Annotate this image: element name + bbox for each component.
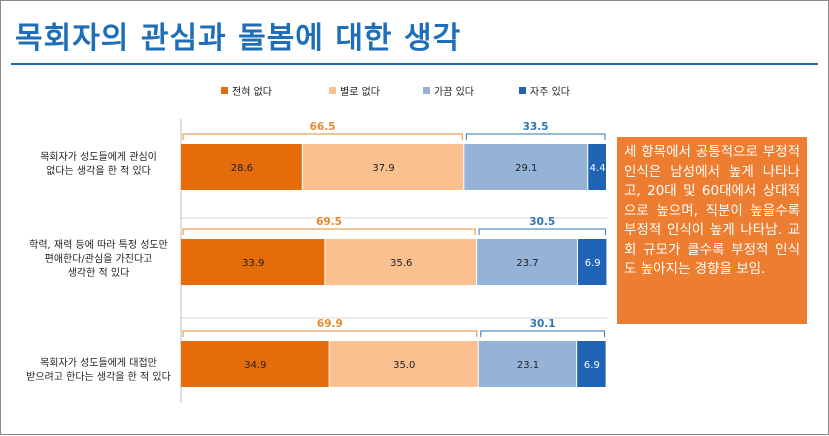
category-label-3: 목회자가 성도들에게 대접만 받으려고 한다는 생각을 한 적 있다 [21, 357, 176, 385]
legend-swatch-never [221, 87, 228, 94]
bar-segment [325, 239, 477, 285]
category-label-1: 목회자가 성도들에게 관심이 없다는 생각을 한 적 있다 [21, 151, 176, 179]
bar-segment [588, 144, 606, 190]
negative-bracket [182, 228, 476, 235]
negative-bracket [182, 133, 463, 140]
bar-segment [181, 239, 325, 285]
bar-value-label: 29.1 [515, 163, 537, 174]
positive-total-label: 30.1 [530, 318, 556, 330]
category-label-line: 없다는 생각을 한 적 있다 [46, 166, 151, 177]
legend-label-sometimes: 가끔 있다 [434, 87, 474, 98]
page-title: 목회자의 관심과 돌봄에 대한 생각 [15, 21, 462, 56]
bar-value-label: 23.7 [516, 258, 538, 269]
bar-segment [477, 239, 578, 285]
bar-segment [464, 144, 588, 190]
category-label-line: 목회자가 성도들에게 관심이 [40, 152, 157, 163]
bar-segment [478, 341, 577, 387]
category-label-line: 학력, 재력 등에 따라 특정 성도만 [29, 240, 168, 251]
positive-total-label: 33.5 [523, 121, 549, 133]
legend-item-never: 전혀 없다 [221, 83, 272, 98]
legend-swatch-sometimes [423, 87, 430, 94]
bar-value-label: 37.9 [372, 163, 394, 174]
positive-total-label: 30.5 [529, 216, 555, 228]
legend-label-rarely: 별로 없다 [340, 87, 380, 98]
title-divider [11, 63, 818, 65]
bar-segment [577, 341, 606, 387]
legend-label-often: 자주 있다 [530, 87, 570, 98]
positive-bracket [478, 228, 606, 235]
bar-segment [302, 144, 464, 190]
negative-total-label: 69.5 [316, 216, 342, 228]
legend-item-rarely: 별로 없다 [329, 83, 380, 98]
bar-value-label: 4.4 [590, 163, 606, 174]
bar-segment [578, 239, 607, 285]
category-label-line: 편애한다/관심을 가진다고 [44, 254, 153, 265]
legend-swatch-rarely [329, 87, 336, 94]
positive-bracket [480, 330, 606, 337]
bar-segment [181, 144, 302, 190]
category-label-2: 학력, 재력 등에 따라 특정 성도만 편애한다/관심을 가진다고 생각한 적 … [21, 239, 176, 281]
bar-value-label: 6.9 [584, 360, 600, 371]
legend-item-often: 자주 있다 [519, 83, 570, 98]
category-label-line: 목회자가 성도들에게 대접만 [40, 358, 157, 369]
negative-total-label: 69.9 [317, 318, 343, 330]
negative-total-label: 66.5 [310, 121, 336, 133]
category-label-line: 받으려고 한다는 생각을 한 적 있다 [26, 372, 171, 383]
bar-value-label: 28.6 [231, 163, 253, 174]
bar-value-label: 35.6 [390, 258, 412, 269]
legend-swatch-often [519, 87, 526, 94]
negative-bracket [182, 330, 478, 337]
summary-note: 세 항목에서 공통적으로 부정적 인식은 남성에서 높게 나타나고, 20대 및… [617, 137, 807, 324]
legend-item-sometimes: 가끔 있다 [423, 83, 474, 98]
bar-value-label: 23.1 [517, 360, 539, 371]
bar-value-label: 35.0 [393, 360, 415, 371]
legend-label-never: 전혀 없다 [232, 87, 272, 98]
chart-legend: 전혀 없다 별로 없다 가끔 있다 자주 있다 [221, 83, 611, 98]
bar-value-label: 6.9 [585, 258, 601, 269]
positive-bracket [465, 133, 606, 140]
bar-segment [329, 341, 478, 387]
bar-value-label: 34.9 [244, 360, 266, 371]
bar-segment [181, 341, 329, 387]
category-label-line: 생각한 적 있다 [67, 268, 130, 279]
bar-value-label: 33.9 [242, 258, 264, 269]
